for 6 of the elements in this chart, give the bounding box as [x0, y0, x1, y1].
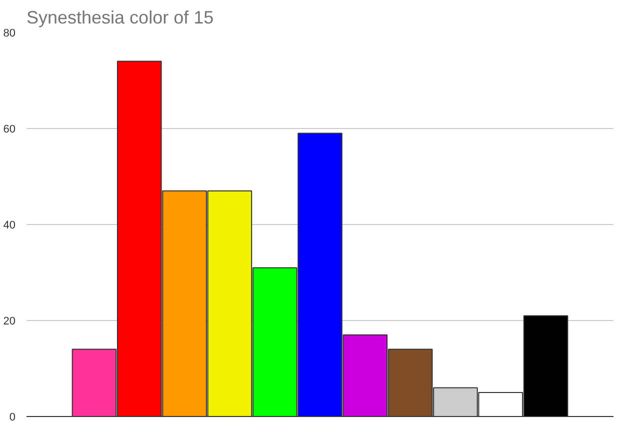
chart-title: Synesthesia color of 15: [26, 8, 214, 28]
y-tick-label: 0: [9, 412, 16, 422]
y-tick-label: 20: [3, 316, 16, 328]
y-tick-label: 60: [3, 124, 16, 136]
y-tick-label: 80: [3, 28, 16, 40]
y-tick-label: 40: [3, 220, 16, 232]
